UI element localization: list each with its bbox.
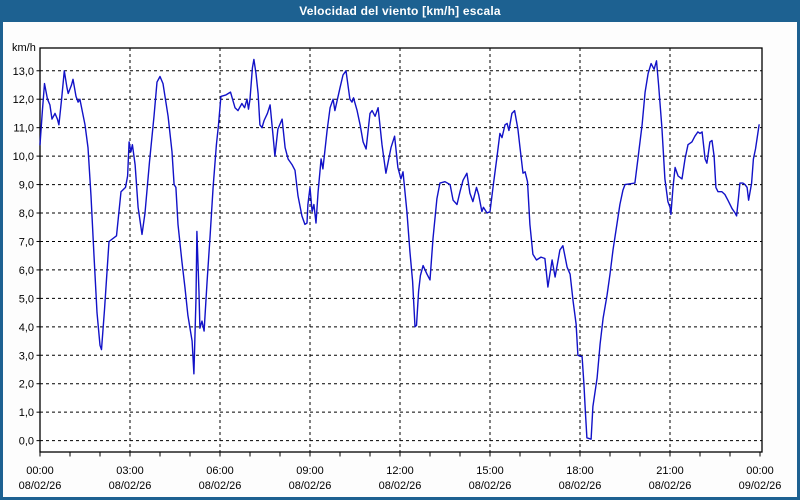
y-tick-label: 0,0 bbox=[19, 436, 34, 448]
title-bar: Velocidad del viento [km/h] escala bbox=[0, 0, 800, 22]
x-tick-date-label: 08/02/26 bbox=[289, 480, 332, 492]
plot-border bbox=[39, 47, 763, 453]
x-tick-date-label: 09/02/26 bbox=[739, 480, 782, 492]
x-tick-time-label: 09:00 bbox=[296, 465, 324, 477]
y-tick-label: 10,0 bbox=[13, 151, 34, 163]
y-tick-label: 3,0 bbox=[19, 350, 34, 362]
y-tick-label: 6,0 bbox=[19, 265, 34, 277]
x-tick-time-label: 03:00 bbox=[116, 465, 144, 477]
x-tick-time-label: 15:00 bbox=[476, 465, 504, 477]
x-tick-time-label: 21:00 bbox=[656, 465, 684, 477]
y-tick-label: 13,0 bbox=[13, 66, 34, 78]
y-tick-label: 1,0 bbox=[19, 407, 34, 419]
y-tick-label: 4,0 bbox=[19, 322, 34, 334]
x-tick-time-label: 18:00 bbox=[566, 465, 594, 477]
x-tick-date-label: 08/02/26 bbox=[469, 480, 512, 492]
x-tick-date-label: 08/02/26 bbox=[19, 480, 62, 492]
y-tick-label: 2,0 bbox=[19, 379, 34, 391]
y-tick-label: 12,0 bbox=[13, 94, 34, 106]
x-tick-date-label: 08/02/26 bbox=[379, 480, 422, 492]
y-axis-unit-label: km/h bbox=[12, 42, 36, 54]
chart-title: Velocidad del viento [km/h] escala bbox=[299, 4, 501, 18]
y-tick-label: 11,0 bbox=[13, 123, 34, 135]
x-tick-time-label: 00:00 bbox=[746, 465, 774, 477]
y-tick-label: 8,0 bbox=[19, 208, 34, 220]
x-tick-time-label: 06:00 bbox=[206, 465, 234, 477]
x-tick-date-label: 08/02/26 bbox=[649, 480, 692, 492]
x-tick-date-label: 08/02/26 bbox=[559, 480, 602, 492]
x-tick-date-label: 08/02/26 bbox=[109, 480, 152, 492]
plot-background bbox=[40, 48, 762, 452]
x-tick-date-label: 08/02/26 bbox=[199, 480, 242, 492]
wind-speed-line bbox=[39, 58, 760, 440]
y-tick-label: 5,0 bbox=[19, 293, 34, 305]
x-tick-time-label: 12:00 bbox=[386, 465, 414, 477]
y-tick-label: 7,0 bbox=[19, 236, 34, 248]
x-tick-time-label: 00:00 bbox=[26, 465, 54, 477]
y-tick-label: 9,0 bbox=[19, 180, 34, 192]
